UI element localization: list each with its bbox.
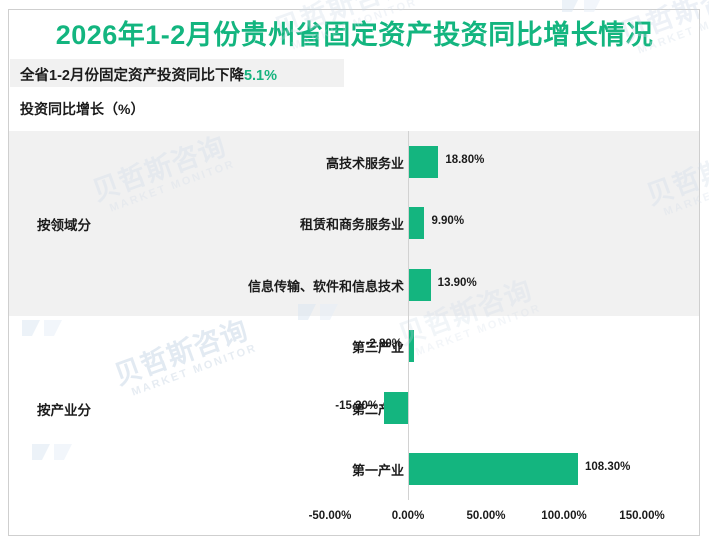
x-axis-tick-label: 0.00% [391, 510, 425, 522]
x-axis-tick-label: 150.00% [619, 510, 665, 522]
category-label: 租赁和商务服务业 [299, 217, 404, 233]
group-label: 按产业分 [37, 402, 91, 418]
bar [409, 145, 439, 178]
plot-area: 按领域分 高技术服务业 18.80% 租赁和商务服务业 9.90% 信息传输、软件和信息技… [9, 131, 699, 500]
bar [409, 207, 425, 240]
bar [384, 391, 408, 424]
bar-value-label: 13.90% [437, 276, 477, 289]
category-label: 信息传输、软件和信息技术 [247, 278, 404, 294]
subtitle-prefix: 全省1-2月份固定资产投资同比下降 [20, 68, 244, 84]
subtitle-background [10, 59, 344, 87]
bar-value-label: 9.90% [431, 215, 465, 228]
bar-value-label: 18.80% [445, 153, 485, 166]
chart-frame [8, 9, 700, 536]
subtitle: 全省1-2月份固定资产投资同比下降5.1% [20, 64, 277, 85]
x-axis-tick-label: 50.00% [466, 510, 506, 522]
x-axis-tick-label: 100.00% [541, 510, 587, 522]
zero-axis-line [408, 131, 409, 500]
value-axis-title: 投资同比增长（%） [20, 101, 145, 117]
bar-value-label: -15.30% [335, 399, 379, 412]
bar [409, 268, 431, 301]
bar-value-label: 108.30% [584, 461, 631, 474]
x-axis-tick-label: -50.00% [308, 510, 352, 522]
category-label: 第三产业 [351, 340, 404, 356]
bar [409, 330, 414, 363]
category-label: 第一产业 [351, 463, 404, 479]
category-label: 高技术服务业 [325, 155, 404, 171]
subtitle-highlight-value: 5.1% [243, 68, 278, 84]
group-band [9, 131, 699, 316]
bar-value-label: -2.80% [365, 338, 402, 351]
group-label: 按领域分 [37, 218, 91, 234]
x-axis: -50.00% 0.00% 50.00% 100.00% 150.00% [9, 500, 699, 532]
bar [409, 453, 578, 486]
page-title: 2026年1-2月份贵州省固定资产投资同比增长情况 [55, 20, 654, 50]
